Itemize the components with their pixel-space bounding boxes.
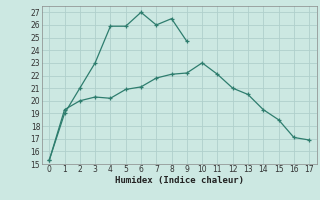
X-axis label: Humidex (Indice chaleur): Humidex (Indice chaleur): [115, 176, 244, 185]
